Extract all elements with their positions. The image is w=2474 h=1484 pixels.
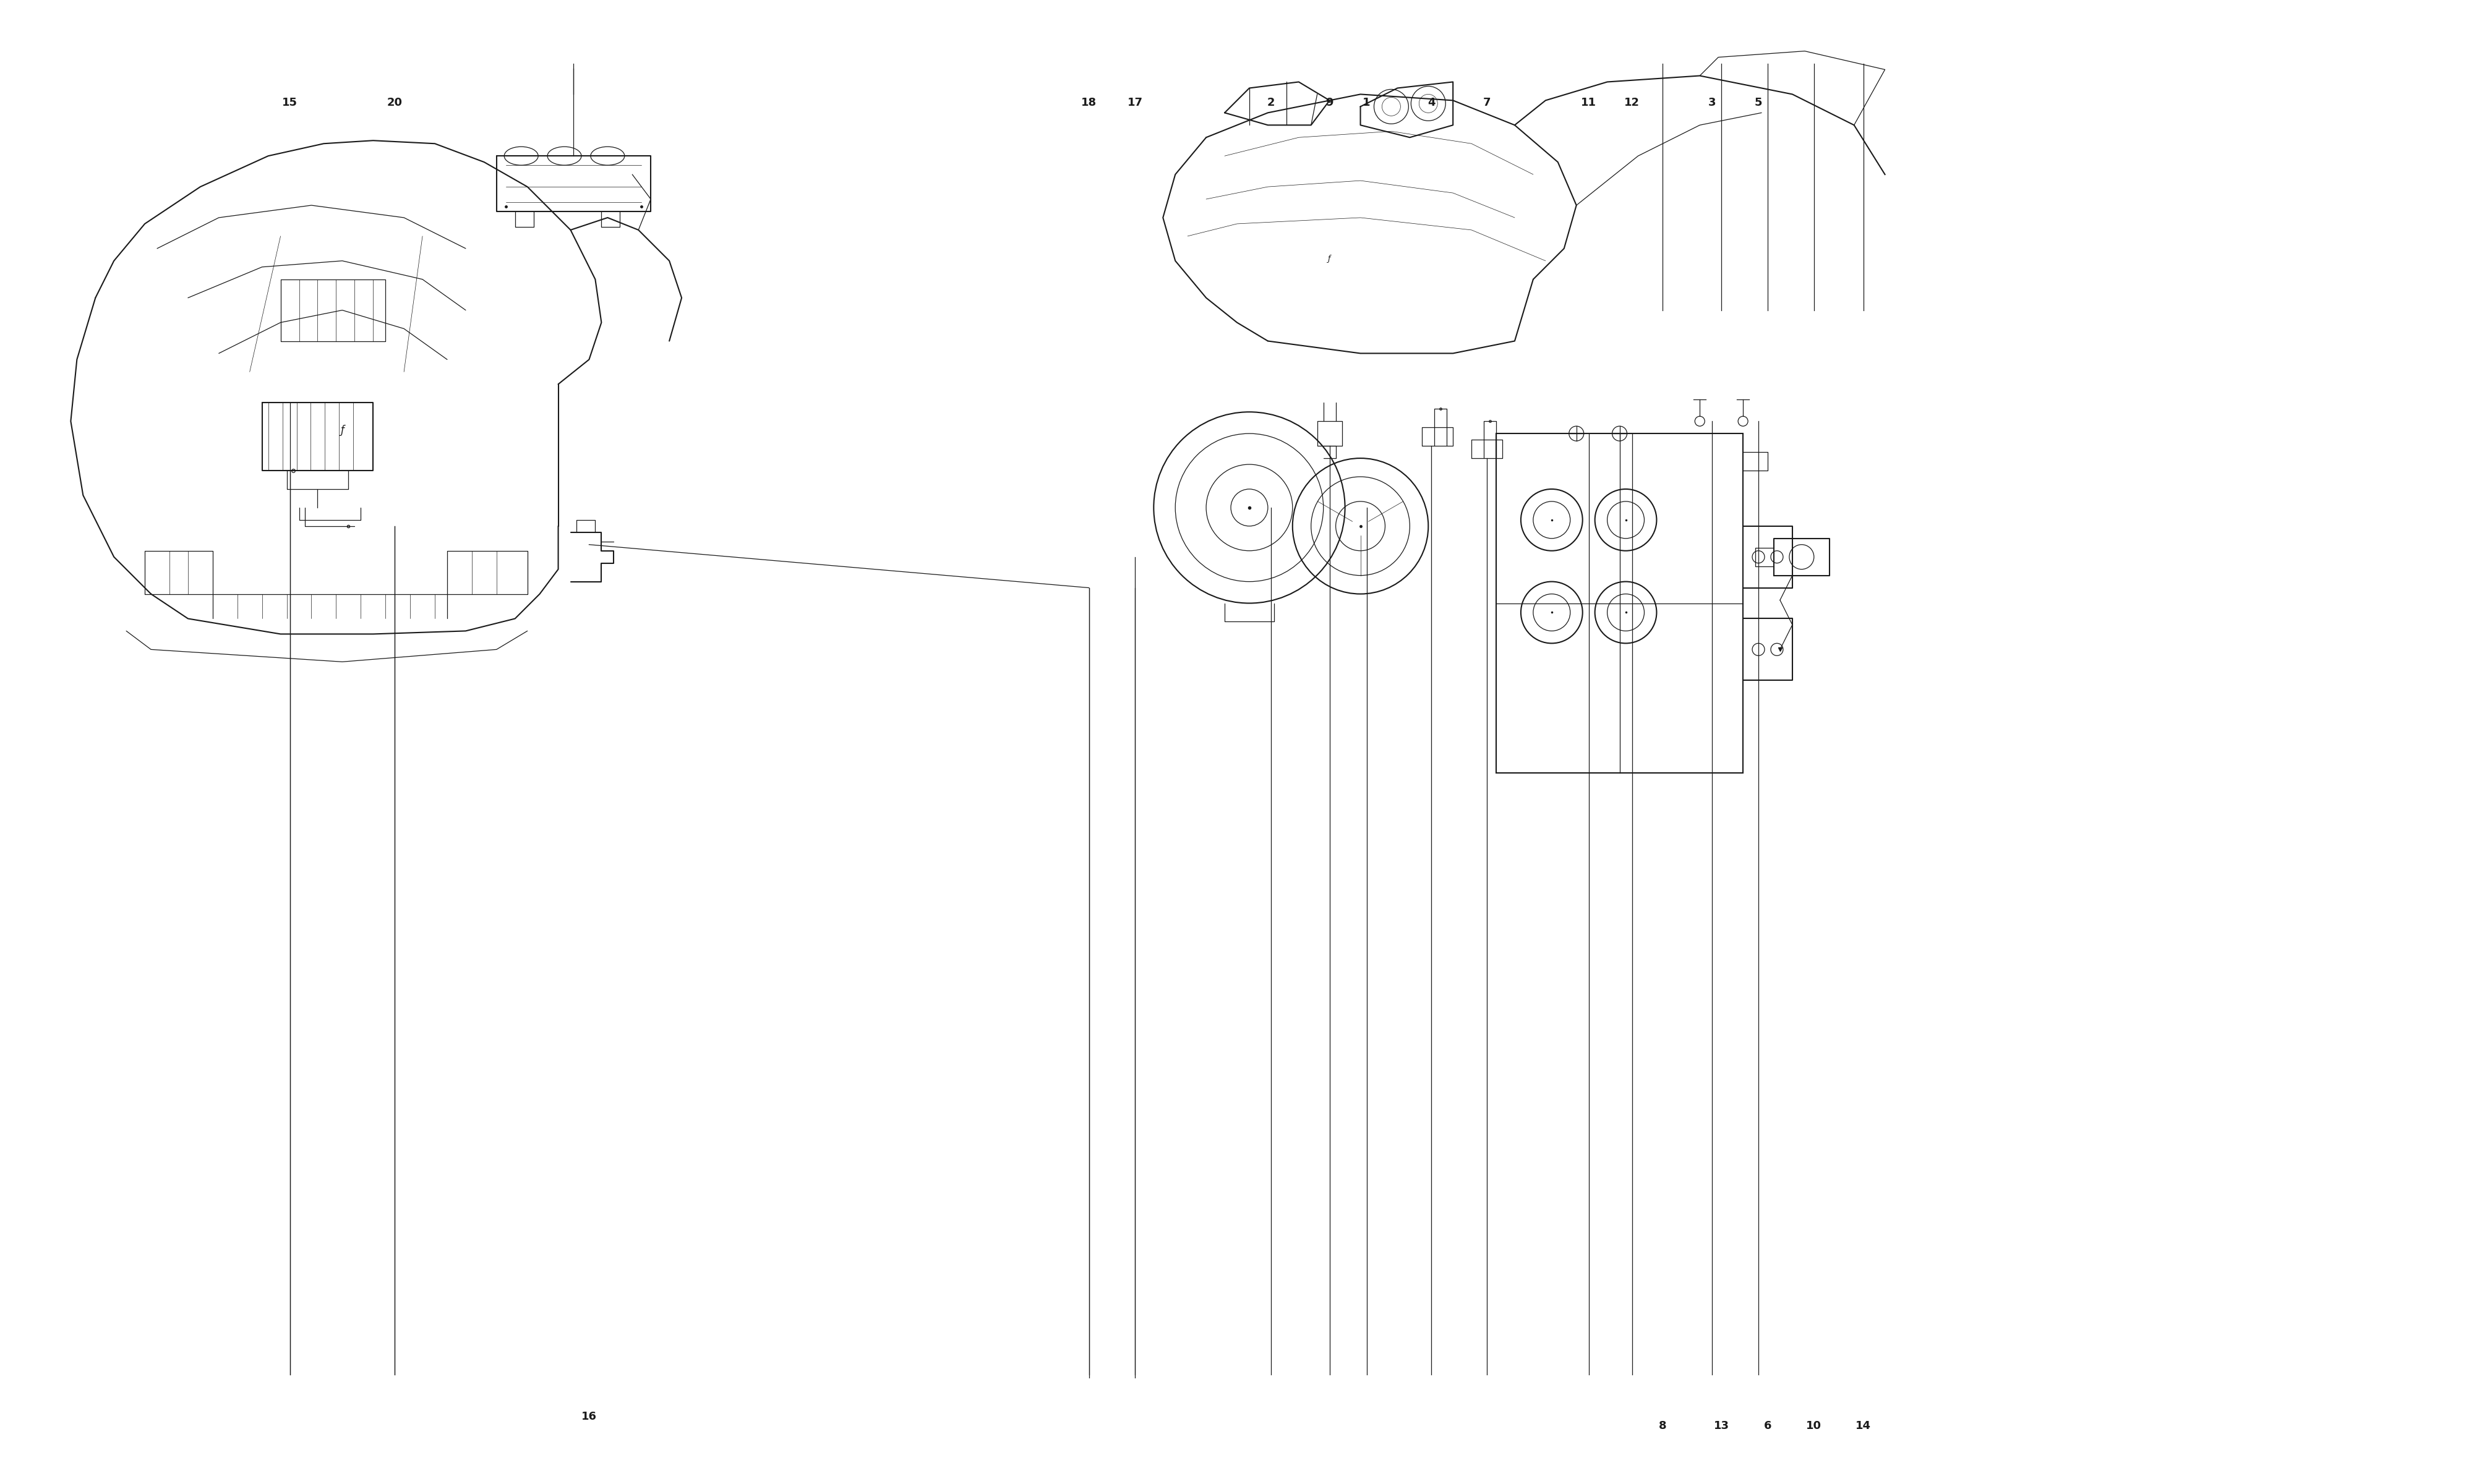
Text: 15: 15 (282, 98, 297, 108)
Text: 14: 14 (1856, 1420, 1870, 1432)
Bar (1497, 433, 1744, 773)
Text: 20: 20 (386, 98, 403, 108)
Text: 2: 2 (1267, 98, 1274, 108)
Text: 3: 3 (1707, 98, 1717, 108)
Text: 16: 16 (581, 1411, 596, 1423)
Text: 6: 6 (1764, 1420, 1771, 1432)
Text: 5: 5 (1754, 98, 1761, 108)
Text: ƒ: ƒ (341, 424, 344, 436)
Text: 9: 9 (1326, 98, 1333, 108)
Text: 18: 18 (1081, 98, 1096, 108)
Text: 7: 7 (1482, 98, 1492, 108)
Text: 12: 12 (1625, 98, 1640, 108)
Text: 17: 17 (1128, 98, 1143, 108)
Text: 1: 1 (1363, 98, 1371, 108)
Text: 8: 8 (1660, 1420, 1667, 1432)
Text: 11: 11 (1581, 98, 1596, 108)
Text: 4: 4 (1427, 98, 1435, 108)
Text: ƒ: ƒ (1329, 255, 1331, 263)
Text: 10: 10 (1806, 1420, 1821, 1432)
Text: 13: 13 (1714, 1420, 1729, 1432)
